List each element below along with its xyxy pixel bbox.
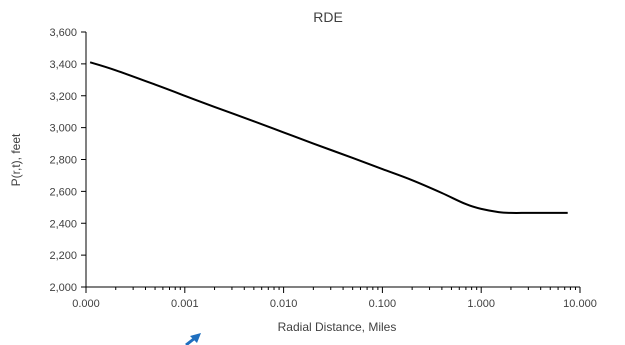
y-tick-label: 2,000 [49, 282, 77, 294]
y-tick-label: 2,600 [49, 186, 77, 198]
x-tick-label: 0.001 [171, 298, 199, 310]
x-axis-title: Radial Distance, Miles [278, 320, 397, 334]
x-tick-label: 0.100 [369, 298, 397, 310]
x-tick-label: 1.000 [467, 298, 495, 310]
y-tick-label: 3,000 [49, 123, 77, 135]
x-tick-label: 0.010 [270, 298, 298, 310]
arrow-head [190, 333, 201, 343]
y-tick-label: 2,200 [49, 250, 77, 262]
y-tick-label: 2,400 [49, 218, 77, 230]
series-group [89, 61, 568, 214]
x-tick-labels: 0.000 0.001 0.010 0.100 1.000 10.000 [72, 298, 597, 310]
y-tick-label: 3,600 [49, 27, 77, 39]
y-tick-label: 3,200 [49, 91, 77, 103]
y-axis-title: P(r,t), feet [9, 133, 23, 186]
x-tick-label: 10.000 [563, 298, 597, 310]
y-tick-labels: 2,000 2,200 2,400 2,600 2,800 3,000 3,200 3,400… [49, 27, 77, 294]
annotation-arrow-icon [185, 333, 201, 345]
axes [81, 31, 581, 293]
series-line-0 [89, 61, 568, 214]
y-tick-label: 3,400 [49, 59, 77, 71]
x-tick-label: 0.000 [72, 298, 100, 310]
y-tick-label: 2,800 [49, 155, 77, 167]
chart-title: RDE [313, 9, 343, 25]
